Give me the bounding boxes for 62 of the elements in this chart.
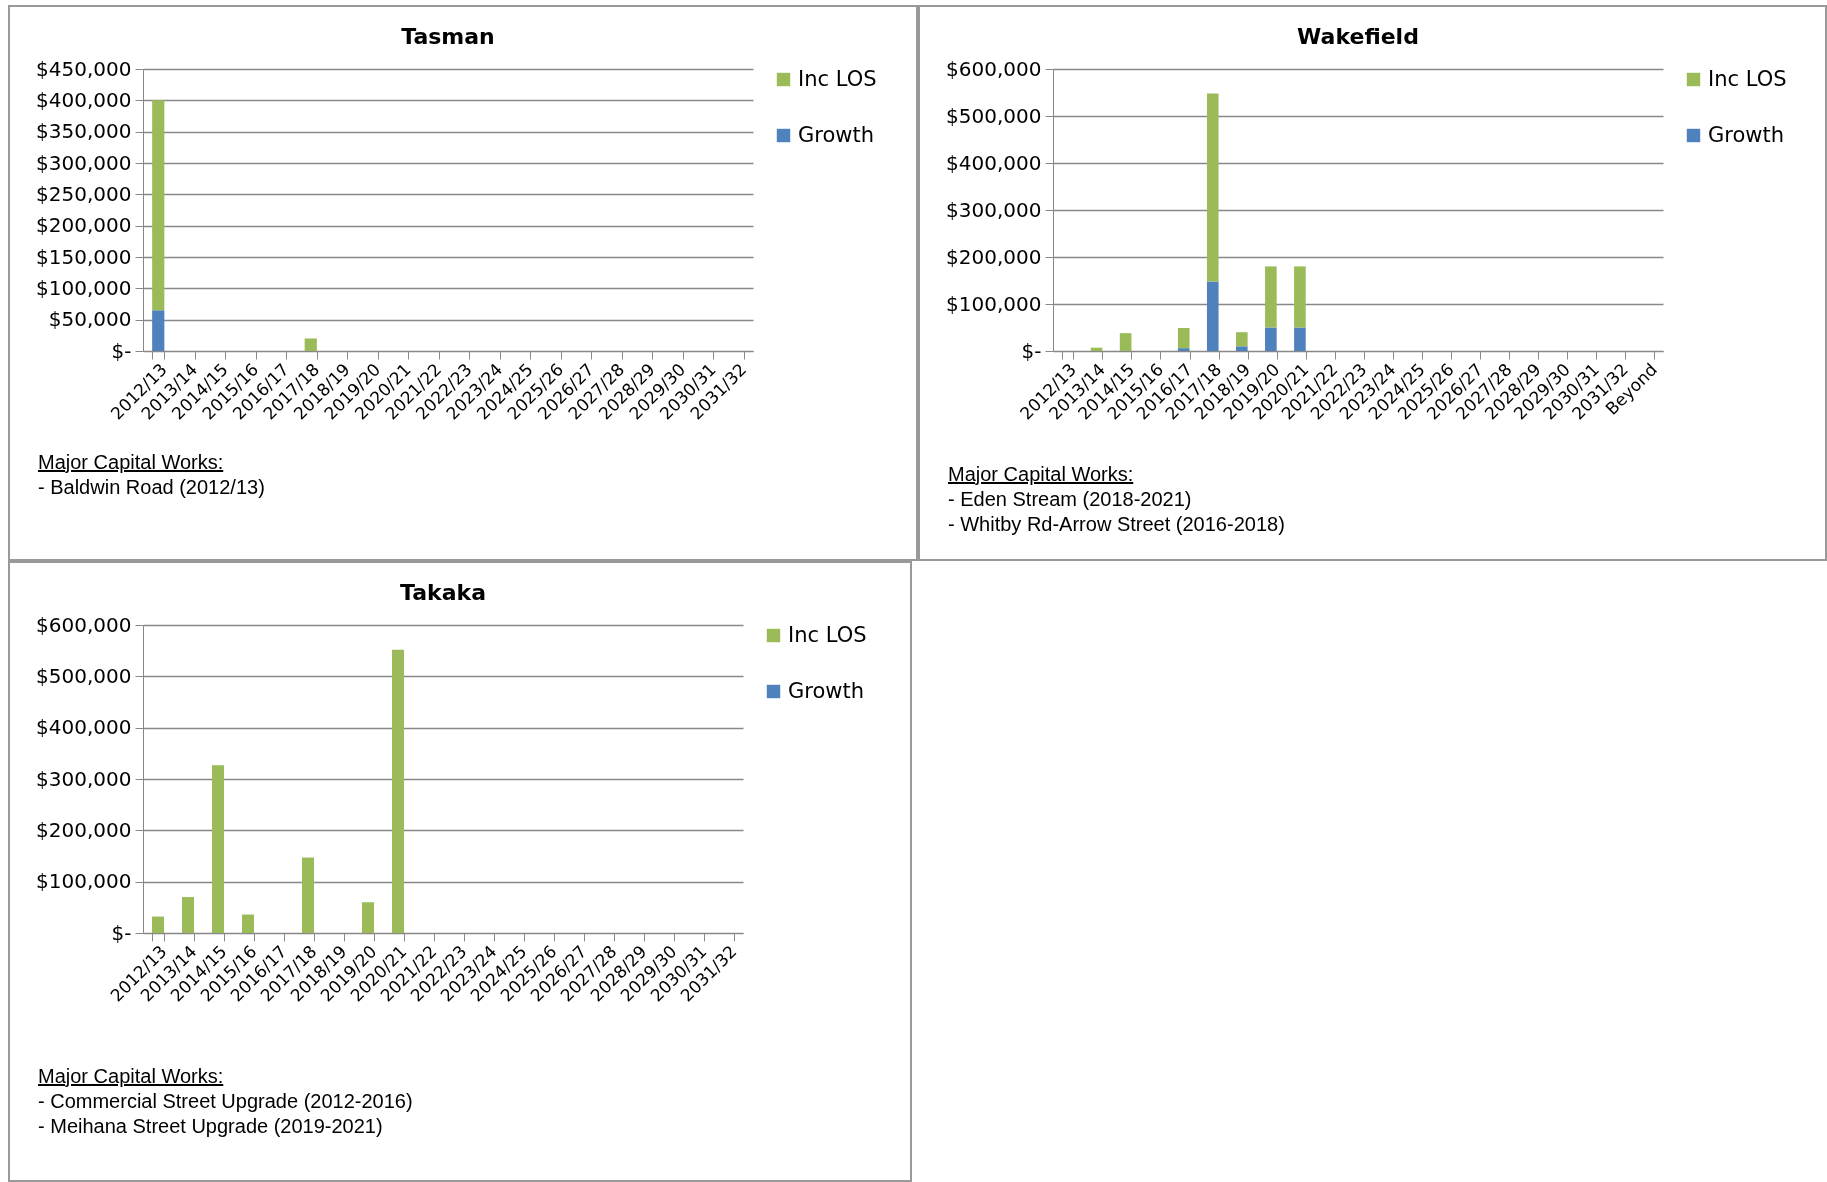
bar [1265, 327, 1277, 351]
y-tick-label: $500,000 [946, 103, 1042, 128]
legend-label: Growth [788, 678, 865, 703]
bar [152, 916, 164, 933]
bar [1294, 266, 1306, 328]
bar [1206, 281, 1219, 351]
y-tick-label: $100,000 [946, 291, 1042, 316]
y-tick-label: $- [111, 920, 132, 945]
y-tick-label: $100,000 [36, 869, 132, 894]
legend-label: Growth [798, 122, 875, 147]
text: - Commercial Street Upgrade (2012-2016) [38, 1089, 413, 1114]
y-tick-label: $200,000 [36, 817, 132, 842]
y-tick-label: $200,000 [946, 244, 1042, 269]
bar [152, 310, 165, 351]
legend-label: Inc LOS [788, 622, 867, 647]
y-tick-label: $500,000 [36, 663, 132, 688]
text: - Meihana Street Upgrade (2019-2021) [38, 1114, 384, 1139]
y-tick-label: $- [111, 338, 132, 363]
bar [1294, 327, 1306, 351]
y-tick-label: $350,000 [36, 119, 132, 144]
bar [392, 649, 404, 933]
y-tick-label: $100,000 [36, 275, 132, 300]
text: - Baldwin Road (2012/13) [38, 475, 265, 500]
chart-title: Tasman [401, 24, 495, 49]
y-tick-label: $450,000 [36, 56, 132, 81]
y-tick-label: $600,000 [946, 56, 1042, 81]
y-tick-label: $600,000 [36, 612, 132, 637]
y-tick-label: $50,000 [48, 307, 132, 332]
legend-label: Inc LOS [1708, 66, 1787, 91]
bar [1236, 346, 1248, 351]
y-tick-label: $150,000 [36, 244, 132, 269]
bar [362, 902, 374, 933]
y-tick-label: $200,000 [36, 213, 132, 238]
bar [1177, 327, 1190, 349]
y-tick-label: $- [1021, 338, 1042, 363]
text: Major Capital Works: [38, 450, 225, 475]
y-tick-label: $300,000 [36, 150, 132, 175]
text: Major Capital Works: [948, 462, 1135, 487]
chart-title: Takaka [400, 580, 486, 605]
bar [302, 857, 314, 933]
y-tick-label: $250,000 [36, 181, 132, 206]
y-tick-label: $300,000 [946, 197, 1042, 222]
text: - Eden Stream (2018-2021) [948, 487, 1193, 512]
bar [242, 914, 254, 933]
bar [1119, 333, 1132, 351]
bar [1265, 266, 1277, 328]
chart-title: Wakefield [1297, 24, 1419, 49]
bar [1206, 93, 1219, 282]
text: - Whitby Rd-Arrow Street (2016-2018) [948, 512, 1285, 537]
legend-label: Inc LOS [798, 66, 877, 91]
legend-label: Growth [1708, 122, 1785, 147]
bar [1177, 348, 1190, 351]
y-tick-label: $400,000 [36, 87, 132, 112]
y-tick-label: $300,000 [36, 766, 132, 791]
bar [304, 338, 317, 351]
y-tick-label: $400,000 [36, 715, 132, 740]
y-tick-label: $400,000 [946, 150, 1042, 175]
bar [152, 100, 165, 311]
bar [182, 897, 194, 933]
bar [212, 765, 224, 933]
bar [1236, 332, 1248, 347]
text: Major Capital Works: [38, 1064, 225, 1089]
